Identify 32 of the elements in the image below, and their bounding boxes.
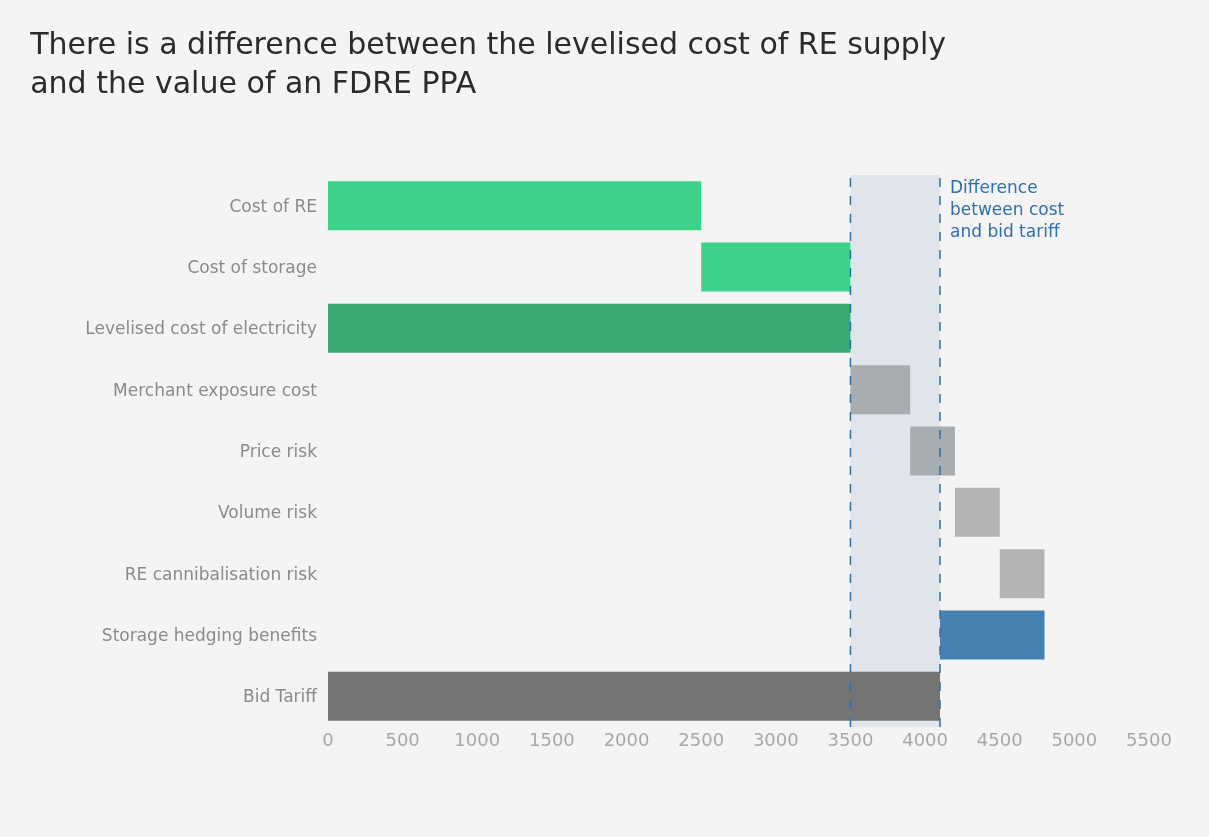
bar (954, 487, 1000, 537)
bar (701, 242, 851, 292)
x-tick-label: 500 (385, 729, 420, 750)
x-tick-label: 1000 (454, 729, 501, 750)
x-tick-label: 3000 (752, 729, 799, 750)
y-tick-label: Levelised cost of electricity (85, 318, 317, 339)
x-tick-label: 2000 (603, 729, 650, 750)
bar (328, 303, 851, 353)
y-tick-label: RE cannibalisation risk (124, 563, 318, 584)
x-tick-label: 4000 (902, 729, 948, 750)
x-tick-label: 5500 (1126, 729, 1172, 750)
y-tick-label: Price risk (239, 440, 318, 461)
y-tick-label: Cost of storage (187, 256, 317, 277)
y-tick-label: Volume risk (217, 502, 318, 523)
bar (328, 181, 702, 231)
bar (328, 671, 941, 721)
y-tick-label: Storage hedging benefits (101, 624, 318, 645)
y-tick-label: Bid Tariff (243, 686, 319, 707)
chart-title: There is a difference between the levelised cost of RE supply and the value of an FDRE PPA (29, 26, 947, 101)
bar (910, 426, 955, 476)
x-tick-label: 0 (322, 729, 334, 750)
y-tick-label: Merchant exposure cost (113, 379, 318, 400)
x-tick-label: 5000 (1051, 729, 1098, 750)
x-tick-label: 1500 (529, 729, 575, 750)
bar (850, 365, 911, 415)
x-tick-label: 4500 (976, 729, 1023, 750)
bar (940, 610, 1045, 660)
bar (999, 549, 1045, 599)
band-label: Difference between cost and bid tariff (950, 177, 1065, 242)
x-tick-label: 3500 (827, 729, 874, 750)
x-tick-label: 2500 (678, 729, 725, 750)
y-tick-label: Cost of RE (229, 195, 317, 216)
